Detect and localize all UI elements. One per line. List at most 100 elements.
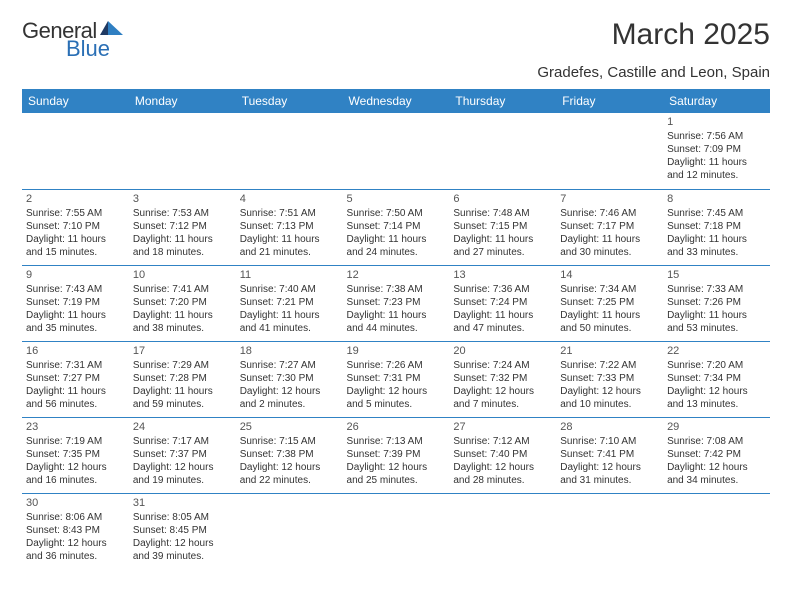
sunset-text: Sunset: 7:21 PM (240, 296, 339, 309)
day-number: 14 (560, 268, 659, 282)
sunset-text: Sunset: 7:33 PM (560, 372, 659, 385)
sunrise-text: Sunrise: 7:12 AM (453, 435, 552, 448)
daylight-text: Daylight: 12 hours and 36 minutes. (26, 537, 125, 563)
sunset-text: Sunset: 8:45 PM (133, 524, 232, 537)
calendar-day-cell: 4Sunrise: 7:51 AMSunset: 7:13 PMDaylight… (236, 189, 343, 265)
calendar-empty-cell (343, 113, 450, 189)
day-number: 23 (26, 420, 125, 434)
sunset-text: Sunset: 7:40 PM (453, 448, 552, 461)
daylight-text: Daylight: 11 hours and 33 minutes. (667, 233, 766, 259)
calendar-empty-cell (129, 113, 236, 189)
sunset-text: Sunset: 7:09 PM (667, 143, 766, 156)
day-number: 5 (347, 192, 446, 206)
flag-icon (99, 19, 125, 39)
sunset-text: Sunset: 7:31 PM (347, 372, 446, 385)
sunset-text: Sunset: 7:25 PM (560, 296, 659, 309)
sunrise-text: Sunrise: 7:55 AM (26, 207, 125, 220)
daylight-text: Daylight: 11 hours and 38 minutes. (133, 309, 232, 335)
daylight-text: Daylight: 11 hours and 21 minutes. (240, 233, 339, 259)
calendar-empty-cell (556, 113, 663, 189)
sunrise-text: Sunrise: 7:17 AM (133, 435, 232, 448)
calendar-day-cell: 20Sunrise: 7:24 AMSunset: 7:32 PMDayligh… (449, 341, 556, 417)
sunset-text: Sunset: 7:26 PM (667, 296, 766, 309)
sunset-text: Sunset: 7:42 PM (667, 448, 766, 461)
sunrise-text: Sunrise: 7:22 AM (560, 359, 659, 372)
sunrise-text: Sunrise: 7:45 AM (667, 207, 766, 220)
sunset-text: Sunset: 7:38 PM (240, 448, 339, 461)
calendar-day-cell: 3Sunrise: 7:53 AMSunset: 7:12 PMDaylight… (129, 189, 236, 265)
daylight-text: Daylight: 11 hours and 15 minutes. (26, 233, 125, 259)
weekday-header-row: SundayMondayTuesdayWednesdayThursdayFrid… (22, 89, 770, 113)
day-number: 31 (133, 496, 232, 510)
day-number: 17 (133, 344, 232, 358)
sunrise-text: Sunrise: 7:53 AM (133, 207, 232, 220)
daylight-text: Daylight: 12 hours and 22 minutes. (240, 461, 339, 487)
sunrise-text: Sunrise: 7:19 AM (26, 435, 125, 448)
daylight-text: Daylight: 11 hours and 27 minutes. (453, 233, 552, 259)
calendar-empty-cell (449, 493, 556, 569)
day-number: 21 (560, 344, 659, 358)
daylight-text: Daylight: 12 hours and 5 minutes. (347, 385, 446, 411)
daylight-text: Daylight: 11 hours and 50 minutes. (560, 309, 659, 335)
day-number: 18 (240, 344, 339, 358)
calendar-day-cell: 23Sunrise: 7:19 AMSunset: 7:35 PMDayligh… (22, 417, 129, 493)
calendar-empty-cell (236, 113, 343, 189)
day-number: 24 (133, 420, 232, 434)
day-number: 8 (667, 192, 766, 206)
sunrise-text: Sunrise: 7:13 AM (347, 435, 446, 448)
calendar-week-row: 23Sunrise: 7:19 AMSunset: 7:35 PMDayligh… (22, 417, 770, 493)
sunset-text: Sunset: 7:12 PM (133, 220, 232, 233)
daylight-text: Daylight: 12 hours and 13 minutes. (667, 385, 766, 411)
day-number: 4 (240, 192, 339, 206)
sunrise-text: Sunrise: 7:27 AM (240, 359, 339, 372)
daylight-text: Daylight: 12 hours and 39 minutes. (133, 537, 232, 563)
sunrise-text: Sunrise: 7:26 AM (347, 359, 446, 372)
daylight-text: Daylight: 11 hours and 24 minutes. (347, 233, 446, 259)
daylight-text: Daylight: 11 hours and 44 minutes. (347, 309, 446, 335)
sunrise-text: Sunrise: 7:46 AM (560, 207, 659, 220)
day-number: 7 (560, 192, 659, 206)
sunset-text: Sunset: 7:24 PM (453, 296, 552, 309)
calendar-day-cell: 26Sunrise: 7:13 AMSunset: 7:39 PMDayligh… (343, 417, 450, 493)
daylight-text: Daylight: 12 hours and 34 minutes. (667, 461, 766, 487)
calendar-day-cell: 9Sunrise: 7:43 AMSunset: 7:19 PMDaylight… (22, 265, 129, 341)
daylight-text: Daylight: 11 hours and 47 minutes. (453, 309, 552, 335)
weekday-header: Saturday (663, 89, 770, 113)
weekday-header: Monday (129, 89, 236, 113)
sunset-text: Sunset: 7:17 PM (560, 220, 659, 233)
calendar-day-cell: 2Sunrise: 7:55 AMSunset: 7:10 PMDaylight… (22, 189, 129, 265)
daylight-text: Daylight: 12 hours and 16 minutes. (26, 461, 125, 487)
calendar-day-cell: 15Sunrise: 7:33 AMSunset: 7:26 PMDayligh… (663, 265, 770, 341)
sunset-text: Sunset: 7:34 PM (667, 372, 766, 385)
sunset-text: Sunset: 8:43 PM (26, 524, 125, 537)
daylight-text: Daylight: 12 hours and 7 minutes. (453, 385, 552, 411)
day-number: 1 (667, 115, 766, 129)
day-number: 13 (453, 268, 552, 282)
calendar-day-cell: 22Sunrise: 7:20 AMSunset: 7:34 PMDayligh… (663, 341, 770, 417)
sunset-text: Sunset: 7:10 PM (26, 220, 125, 233)
sunset-text: Sunset: 7:23 PM (347, 296, 446, 309)
sunrise-text: Sunrise: 7:08 AM (667, 435, 766, 448)
weekday-header: Thursday (449, 89, 556, 113)
sunset-text: Sunset: 7:20 PM (133, 296, 232, 309)
day-number: 10 (133, 268, 232, 282)
daylight-text: Daylight: 11 hours and 59 minutes. (133, 385, 232, 411)
calendar-day-cell: 8Sunrise: 7:45 AMSunset: 7:18 PMDaylight… (663, 189, 770, 265)
calendar-week-row: 30Sunrise: 8:06 AMSunset: 8:43 PMDayligh… (22, 493, 770, 569)
calendar-day-cell: 12Sunrise: 7:38 AMSunset: 7:23 PMDayligh… (343, 265, 450, 341)
calendar-empty-cell (663, 493, 770, 569)
weekday-header: Tuesday (236, 89, 343, 113)
weekday-header: Friday (556, 89, 663, 113)
calendar-week-row: 16Sunrise: 7:31 AMSunset: 7:27 PMDayligh… (22, 341, 770, 417)
sunrise-text: Sunrise: 7:29 AM (133, 359, 232, 372)
calendar-day-cell: 29Sunrise: 7:08 AMSunset: 7:42 PMDayligh… (663, 417, 770, 493)
day-number: 12 (347, 268, 446, 282)
daylight-text: Daylight: 11 hours and 12 minutes. (667, 156, 766, 182)
day-number: 16 (26, 344, 125, 358)
calendar-day-cell: 19Sunrise: 7:26 AMSunset: 7:31 PMDayligh… (343, 341, 450, 417)
calendar-empty-cell (236, 493, 343, 569)
daylight-text: Daylight: 11 hours and 53 minutes. (667, 309, 766, 335)
daylight-text: Daylight: 12 hours and 31 minutes. (560, 461, 659, 487)
calendar-week-row: 2Sunrise: 7:55 AMSunset: 7:10 PMDaylight… (22, 189, 770, 265)
calendar-empty-cell (449, 113, 556, 189)
